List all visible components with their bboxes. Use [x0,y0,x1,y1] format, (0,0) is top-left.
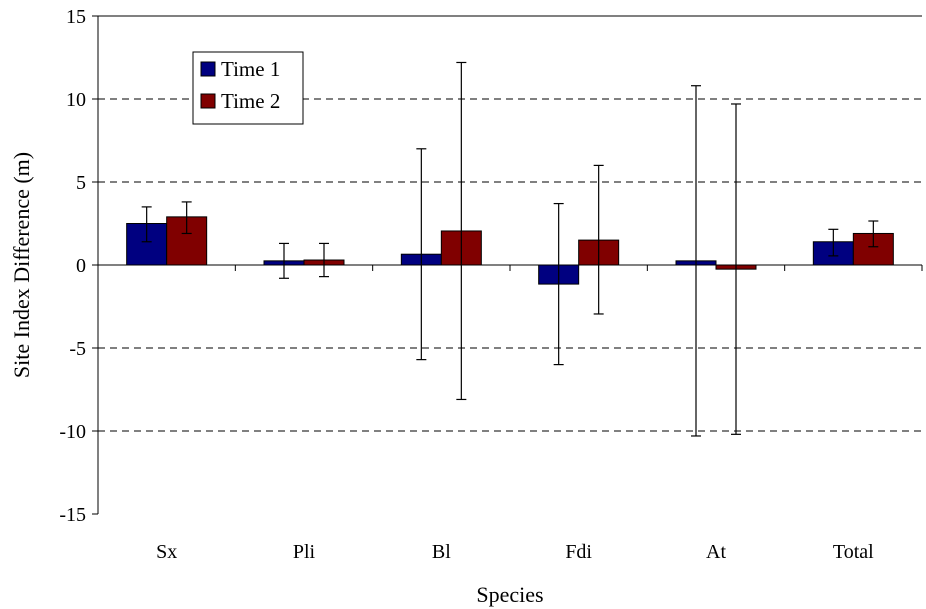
y-tick-label: -15 [59,504,86,526]
x-tick-label: Bl [432,541,451,563]
x-axis-title: Species [476,582,543,607]
error-bar [141,206,152,243]
legend-swatch [200,93,216,109]
x-tick-label: Pli [293,541,316,563]
x-tick-label: At [706,541,726,563]
y-tick-label: 15 [66,6,86,28]
error-bar [319,242,329,278]
error-bar [691,85,701,437]
y-tick-label: 5 [76,172,86,194]
error-bar [868,220,879,248]
legend: Time 1 Time 2 [192,51,304,125]
legend-label: Time 1 [221,57,280,81]
tick-labels: -15 -10 -5 0 5 10 15 Sx Pli Bl Fdi At Total [59,6,874,563]
error-bar [181,201,192,235]
error-bar [456,61,467,401]
y-tick-label: -5 [69,338,86,360]
x-tick-label: Fdi [565,541,592,563]
x-tick-label: Sx [156,541,177,563]
y-tick-label: -10 [59,421,86,443]
legend-label: Time 2 [221,89,280,113]
error-bar [416,148,427,361]
error-bar [553,202,564,366]
error-bars [141,61,879,437]
y-tick-label: 10 [66,89,86,111]
y-axis-title: Site Index Difference (m) [9,152,34,378]
error-bar [731,103,741,435]
bars [126,216,894,285]
error-bar [279,242,289,279]
error-bar [828,228,839,257]
legend-swatch [200,61,216,77]
axes [92,15,923,515]
y-tick-label: 0 [76,255,86,277]
x-tick-label: Total [833,541,874,563]
error-bar [593,164,604,315]
